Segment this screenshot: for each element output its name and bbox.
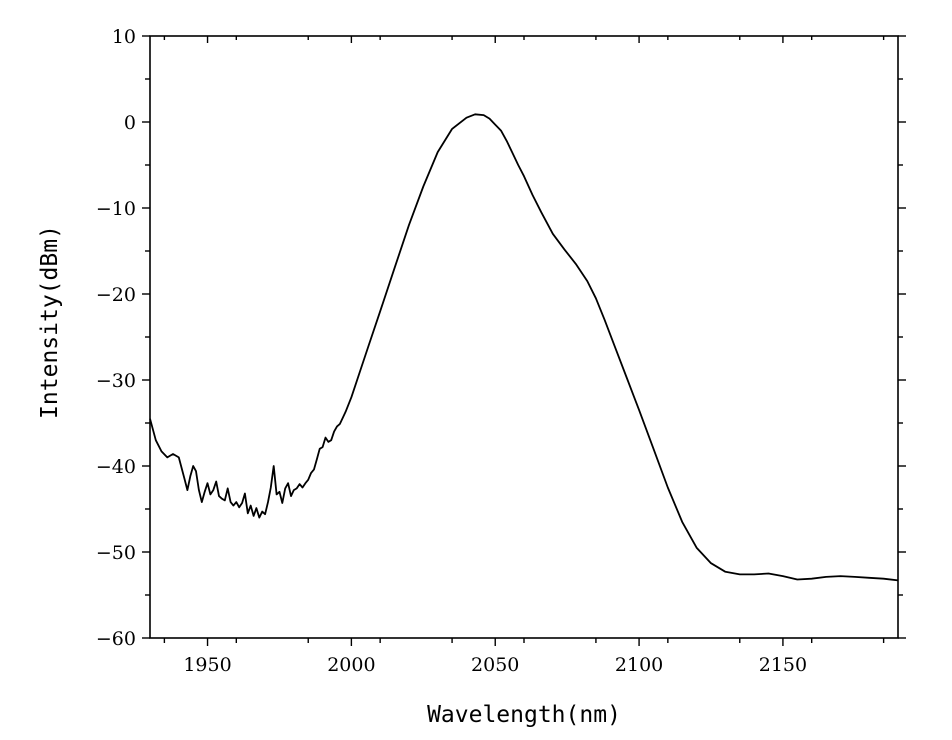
x-tick-label: 2000 [327, 654, 375, 676]
y-tick-label: −60 [96, 628, 136, 650]
tick-labels-layer: 1950 2000 2050 2100 2150 10 0 −10 −20 −30 −40 −50 −6… [96, 26, 807, 676]
x-tick-label: 2100 [615, 654, 663, 676]
y-tick-label: 0 [124, 112, 136, 134]
x-tick-label: 2050 [471, 654, 519, 676]
y-tick-label: −40 [96, 456, 136, 478]
y-tick-label: −10 [96, 198, 136, 220]
y-tick-label: −50 [96, 542, 136, 564]
plot-frame [149, 35, 899, 639]
series-line [149, 113, 899, 582]
y-tick-label: −30 [96, 370, 136, 392]
y-tick-label: −20 [96, 284, 136, 306]
y-tick-label: 10 [112, 26, 136, 48]
x-tick-label: 2150 [759, 654, 807, 676]
y-axis-title: Intensity(dBm) [37, 225, 63, 419]
x-axis-title: Wavelength(nm) [427, 702, 621, 728]
x-tick-label: 1950 [183, 654, 231, 676]
